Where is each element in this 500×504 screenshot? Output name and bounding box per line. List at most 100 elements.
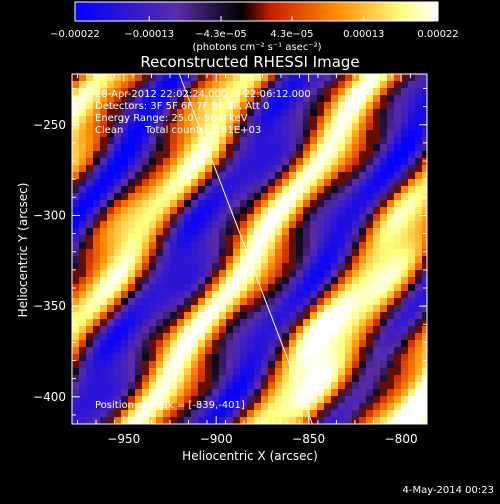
heatmap-cell bbox=[128, 361, 135, 368]
heatmap-cell bbox=[401, 263, 408, 270]
heatmap-cell bbox=[366, 333, 373, 340]
heatmap-cell bbox=[135, 256, 142, 263]
heatmap-cell bbox=[93, 354, 100, 361]
heatmap-cell bbox=[184, 312, 191, 319]
heatmap-cell bbox=[338, 333, 345, 340]
heatmap-cell bbox=[219, 235, 226, 242]
heatmap-cell bbox=[128, 200, 135, 207]
heatmap-cell bbox=[303, 130, 310, 137]
heatmap-cell bbox=[317, 396, 324, 403]
heatmap-cell bbox=[135, 81, 142, 88]
heatmap-cell bbox=[212, 298, 219, 305]
y-tick-label: −300 bbox=[33, 208, 66, 222]
heatmap-cell bbox=[135, 249, 142, 256]
heatmap-cell bbox=[275, 270, 282, 277]
heatmap-cell bbox=[233, 137, 240, 144]
heatmap-cell bbox=[387, 214, 394, 221]
heatmap-cell bbox=[275, 172, 282, 179]
heatmap-cell bbox=[79, 235, 86, 242]
heatmap-cell bbox=[198, 396, 205, 403]
heatmap-cell bbox=[373, 95, 380, 102]
heatmap-cell bbox=[156, 116, 163, 123]
heatmap-cell bbox=[205, 270, 212, 277]
heatmap-cell bbox=[114, 116, 121, 123]
heatmap-cell bbox=[282, 382, 289, 389]
heatmap-cell bbox=[366, 403, 373, 410]
heatmap-cell bbox=[268, 291, 275, 298]
heatmap-cell bbox=[142, 256, 149, 263]
heatmap-cell bbox=[408, 333, 415, 340]
heatmap-cell bbox=[408, 116, 415, 123]
heatmap-cell bbox=[247, 263, 254, 270]
heatmap-cell bbox=[142, 368, 149, 375]
heatmap-cell bbox=[135, 228, 142, 235]
heatmap-cell bbox=[380, 417, 387, 424]
heatmap-cell bbox=[100, 368, 107, 375]
heatmap-cell bbox=[401, 319, 408, 326]
heatmap-cell bbox=[366, 74, 373, 81]
heatmap-cell bbox=[282, 375, 289, 382]
heatmap-cell bbox=[247, 326, 254, 333]
heatmap-cell bbox=[254, 319, 261, 326]
heatmap-cell bbox=[226, 347, 233, 354]
heatmap-cell bbox=[261, 291, 268, 298]
heatmap-cell bbox=[254, 368, 261, 375]
heatmap-cell bbox=[247, 165, 254, 172]
heatmap-cell bbox=[170, 193, 177, 200]
heatmap-cell bbox=[93, 270, 100, 277]
heatmap-cell bbox=[352, 417, 359, 424]
heatmap-cell bbox=[156, 361, 163, 368]
heatmap-cell bbox=[205, 186, 212, 193]
heatmap-cell bbox=[233, 347, 240, 354]
heatmap-cell bbox=[422, 242, 427, 249]
heatmap-cell bbox=[408, 130, 415, 137]
heatmap-cell bbox=[331, 144, 338, 151]
heatmap-cell bbox=[401, 403, 408, 410]
heatmap-cell bbox=[79, 249, 86, 256]
heatmap-cell bbox=[100, 74, 107, 81]
heatmap-cell bbox=[408, 186, 415, 193]
heatmap-cell bbox=[212, 312, 219, 319]
heatmap-cell bbox=[261, 102, 268, 109]
heatmap-cell bbox=[345, 144, 352, 151]
heatmap-cell bbox=[317, 291, 324, 298]
heatmap-cell bbox=[184, 123, 191, 130]
heatmap-cell bbox=[275, 305, 282, 312]
heatmap-cell bbox=[177, 333, 184, 340]
heatmap-cell bbox=[282, 172, 289, 179]
heatmap-cell bbox=[373, 284, 380, 291]
heatmap-cell bbox=[303, 361, 310, 368]
heatmap-cell bbox=[184, 417, 191, 424]
heatmap-cell bbox=[289, 410, 296, 417]
heatmap-cell bbox=[401, 305, 408, 312]
heatmap-cell bbox=[191, 130, 198, 137]
heatmap-cell bbox=[240, 179, 247, 186]
heatmap-cell bbox=[268, 102, 275, 109]
heatmap-cell bbox=[324, 102, 331, 109]
heatmap-cell bbox=[408, 123, 415, 130]
heatmap-cell bbox=[233, 403, 240, 410]
heatmap-cell bbox=[212, 95, 219, 102]
heatmap-cell bbox=[247, 354, 254, 361]
heatmap-cell bbox=[289, 291, 296, 298]
heatmap-cell bbox=[135, 410, 142, 417]
heatmap-cell bbox=[79, 375, 86, 382]
heatmap-cell bbox=[366, 256, 373, 263]
heatmap-cell bbox=[261, 382, 268, 389]
heatmap-cell bbox=[261, 228, 268, 235]
heatmap-cell bbox=[422, 403, 427, 410]
heatmap-cell bbox=[121, 291, 128, 298]
heatmap-cell bbox=[373, 270, 380, 277]
heatmap-cell bbox=[296, 368, 303, 375]
heatmap-cell bbox=[317, 186, 324, 193]
heatmap-cell bbox=[373, 116, 380, 123]
heatmap-cell bbox=[163, 305, 170, 312]
heatmap-cell bbox=[128, 123, 135, 130]
heatmap-cell bbox=[156, 256, 163, 263]
heatmap-cell bbox=[401, 382, 408, 389]
heatmap-cell bbox=[247, 396, 254, 403]
colorbar-tick-label: 0.00013 bbox=[343, 29, 384, 40]
heatmap-cell bbox=[247, 151, 254, 158]
heatmap-cell bbox=[373, 298, 380, 305]
heatmap-cell bbox=[240, 256, 247, 263]
